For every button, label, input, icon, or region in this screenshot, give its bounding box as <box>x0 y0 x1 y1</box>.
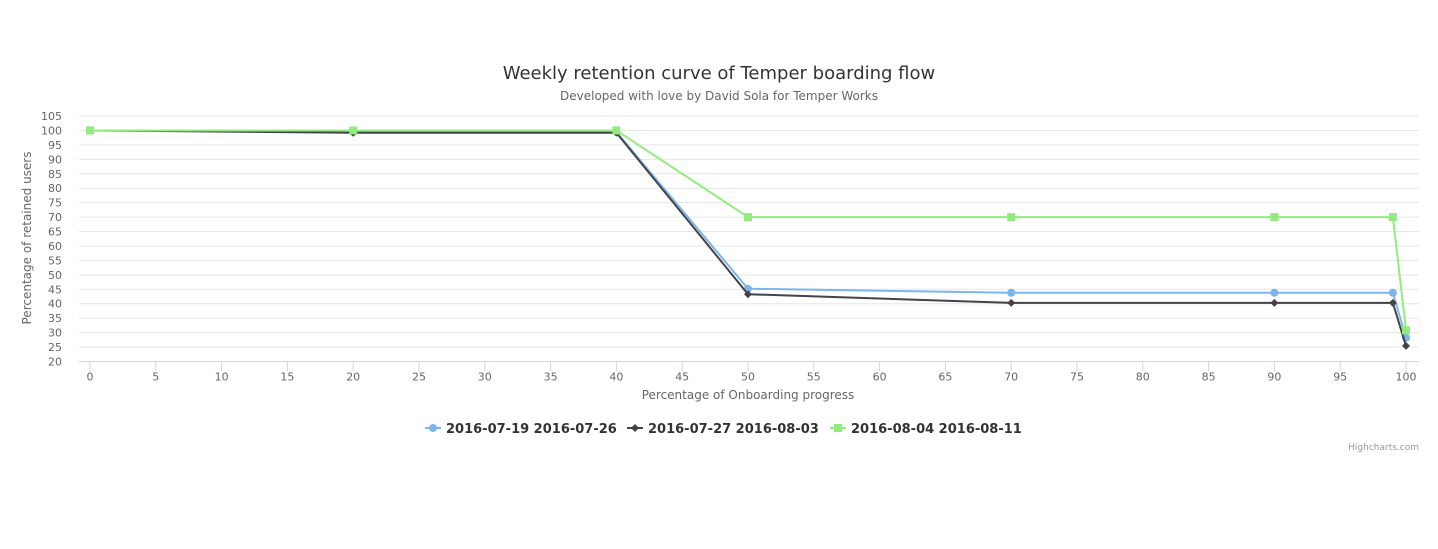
series-line[interactable] <box>89 129 1407 339</box>
y-tick-label: 95 <box>48 139 62 152</box>
x-tick-label: 35 <box>544 371 558 384</box>
legend-label: 2016-07-19 2016-07-26 <box>446 422 617 437</box>
series-line[interactable] <box>89 129 1407 347</box>
x-tick-label: 30 <box>478 371 492 384</box>
y-tick-label: 65 <box>48 226 62 239</box>
series-group <box>86 126 1410 350</box>
x-tick-label: 90 <box>1267 371 1281 384</box>
data-point[interactable] <box>1270 213 1279 222</box>
data-point[interactable] <box>744 290 752 299</box>
y-tick-label: 30 <box>48 327 62 340</box>
data-point[interactable] <box>1388 298 1397 307</box>
x-tick-label: 55 <box>807 371 821 384</box>
x-tick-label: 5 <box>152 371 159 384</box>
data-point[interactable] <box>1388 213 1397 222</box>
series-line[interactable] <box>90 129 1407 331</box>
x-tick-label: 25 <box>412 371 426 384</box>
series-1 <box>86 126 1410 342</box>
chart-title: Weekly retention curve of Temper boardin… <box>503 63 936 84</box>
legend-symbol-marker <box>429 424 437 432</box>
series-3 <box>86 126 1410 335</box>
y-tick-label: 55 <box>48 254 62 267</box>
legend-symbol-marker <box>631 424 639 432</box>
y-tick-label: 90 <box>48 153 62 166</box>
data-point[interactable] <box>1007 288 1016 297</box>
y-tick-label: 35 <box>48 312 62 325</box>
x-tick-label: 45 <box>675 371 689 384</box>
legend-item[interactable]: 2016-07-27 2016-08-03 <box>627 422 819 437</box>
data-point[interactable] <box>1402 341 1410 350</box>
y-tick-label: 50 <box>48 269 62 282</box>
x-tick-label: 65 <box>938 371 952 384</box>
y-tick-label: 60 <box>48 240 62 253</box>
y-tick-label: 85 <box>48 168 62 181</box>
x-tick-label: 85 <box>1202 371 1216 384</box>
credits-link[interactable]: Highcharts.com <box>1348 443 1419 453</box>
x-tick-label: 10 <box>215 371 229 384</box>
x-tick-label: 20 <box>346 371 360 384</box>
y-tick-label: 40 <box>48 298 62 311</box>
y-tick-label: 20 <box>48 356 62 369</box>
legend-label: 2016-08-04 2016-08-11 <box>851 422 1022 437</box>
y-tick-label: 80 <box>48 182 62 195</box>
data-point[interactable] <box>1007 298 1016 307</box>
data-point[interactable] <box>86 126 94 135</box>
legend-item[interactable]: 2016-07-19 2016-07-26 <box>425 422 617 437</box>
data-point[interactable] <box>1007 213 1016 222</box>
y-tick-label: 105 <box>41 110 62 123</box>
legend-item[interactable]: 2016-08-04 2016-08-11 <box>830 422 1022 437</box>
x-tick-label: 95 <box>1333 371 1347 384</box>
data-point[interactable] <box>1270 298 1279 307</box>
x-tick-label: 50 <box>741 371 755 384</box>
series-2 <box>86 126 1410 350</box>
data-point[interactable] <box>1270 288 1279 297</box>
x-tick-label: 80 <box>1136 371 1150 384</box>
grid-lines <box>79 115 1419 348</box>
y-tick-label: 75 <box>48 197 62 210</box>
x-tick-label: 75 <box>1070 371 1084 384</box>
data-point[interactable] <box>612 126 621 135</box>
x-tick-label: 100 <box>1396 371 1417 384</box>
legend: 2016-07-19 2016-07-26 2016-07-27 2016-08-… <box>425 422 1022 437</box>
x-tick-label: 40 <box>609 371 623 384</box>
x-axis-title: Percentage of Onboarding progress <box>642 388 855 402</box>
y-tick-label: 70 <box>48 211 62 224</box>
x-axis: 0 5 10 15 20 25 30 35 40 45 50 55 60 65 70 75 80 85 90 95 10… <box>79 361 1419 384</box>
chart-subtitle: Developed with love by David Sola for Te… <box>560 89 878 103</box>
x-tick-label: 0 <box>87 371 94 384</box>
legend-symbol-marker <box>834 424 842 432</box>
y-tick-label: 100 <box>41 124 62 137</box>
data-point[interactable] <box>1402 326 1410 335</box>
data-point[interactable] <box>744 213 752 222</box>
y-tick-label: 45 <box>48 283 62 296</box>
data-point[interactable] <box>1388 288 1397 297</box>
y-tick-label: 25 <box>48 341 62 354</box>
legend-label: 2016-07-27 2016-08-03 <box>648 422 819 437</box>
x-tick-label: 70 <box>1004 371 1018 384</box>
y-axis-title: Percentage of retained users <box>20 152 34 325</box>
x-tick-label: 60 <box>873 371 887 384</box>
x-tick-label: 15 <box>280 371 294 384</box>
data-point[interactable] <box>349 126 358 135</box>
